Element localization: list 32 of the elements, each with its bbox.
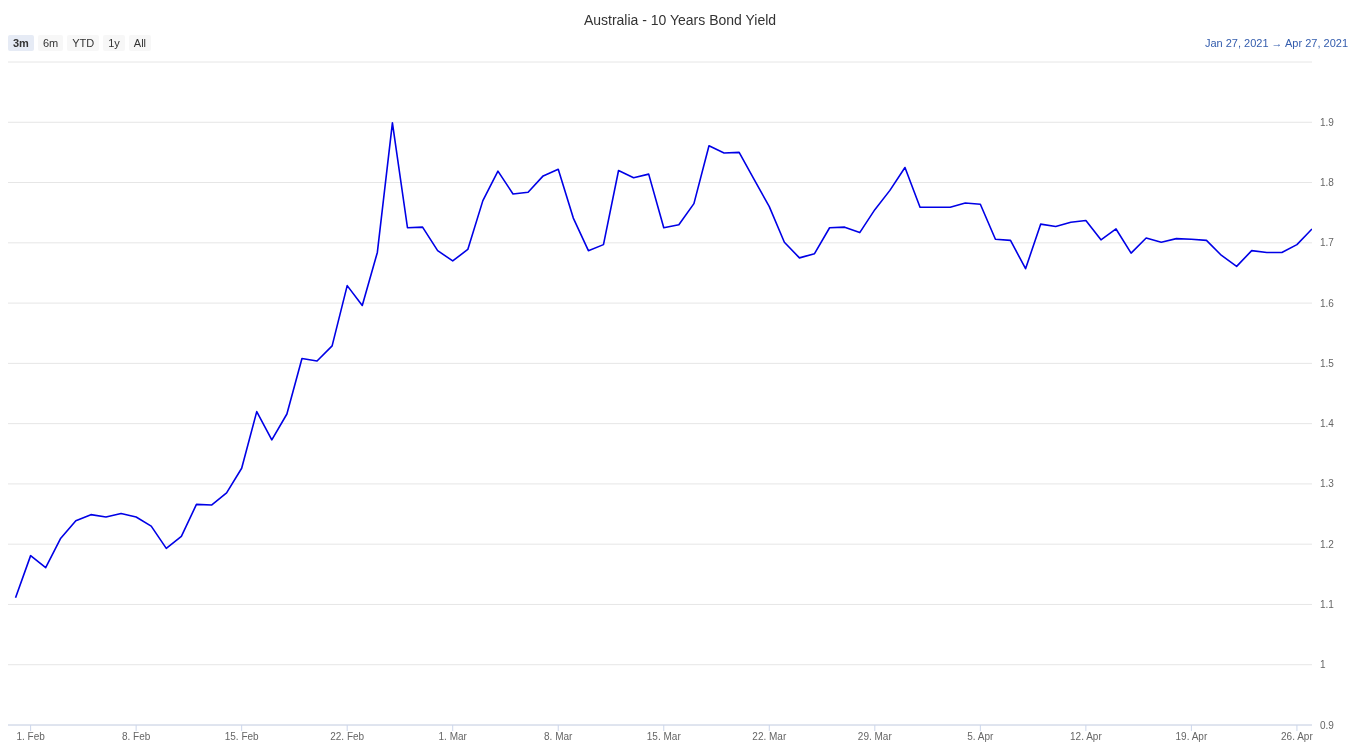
range-button: 6m [37, 35, 64, 51]
range-button: All [128, 35, 152, 51]
range-button: 1y [103, 35, 125, 51]
x-tick-label: 29. Mar [857, 731, 893, 743]
y-tick-label: 1.5 [1320, 357, 1335, 369]
x-tick-label: 22. Feb [330, 731, 365, 743]
y-tick-label: 1.6 [1320, 297, 1335, 309]
x-tick-label: 12. Apr [1070, 731, 1103, 743]
y-tick-label: 1.8 [1320, 177, 1335, 189]
x-tick-label: 1. Mar [438, 731, 468, 743]
range-button: 3m [8, 35, 34, 51]
x-tick-label: 15. Feb [224, 731, 260, 743]
y-tick-label: 0.9 [1320, 719, 1335, 731]
x-tick-label: 5. Apr [967, 731, 995, 743]
x-tick-label: 19. Apr [1175, 731, 1208, 743]
y-tick-label: 1.2 [1320, 538, 1335, 550]
line-series [14, 122, 1312, 599]
x-tick-label: 15. Mar [646, 731, 682, 743]
y-tick-label: 1.9 [1320, 116, 1335, 128]
y-tick-label: 1.4 [1320, 418, 1335, 430]
x-tick-label: 8. Feb [121, 731, 151, 743]
range-button: YTD [67, 35, 100, 51]
text: Jan 27, 2021 → Apr 27, 2021 [1204, 37, 1349, 49]
y-tick-label: 1.7 [1320, 237, 1335, 249]
x-tick-label: 1. Feb [16, 731, 46, 743]
y-tick-label: 1.3 [1320, 478, 1335, 490]
x-tick-label: 26. Apr [1281, 731, 1314, 743]
chart-title: Australia - 10 Years Bond Yield [582, 11, 778, 30]
x-tick-label: 22. Mar [752, 731, 787, 743]
y-tick-label: 1 [1320, 659, 1326, 671]
x-tick-label: 8. Mar [544, 731, 574, 743]
y-tick-label: 1.1 [1320, 599, 1335, 610]
